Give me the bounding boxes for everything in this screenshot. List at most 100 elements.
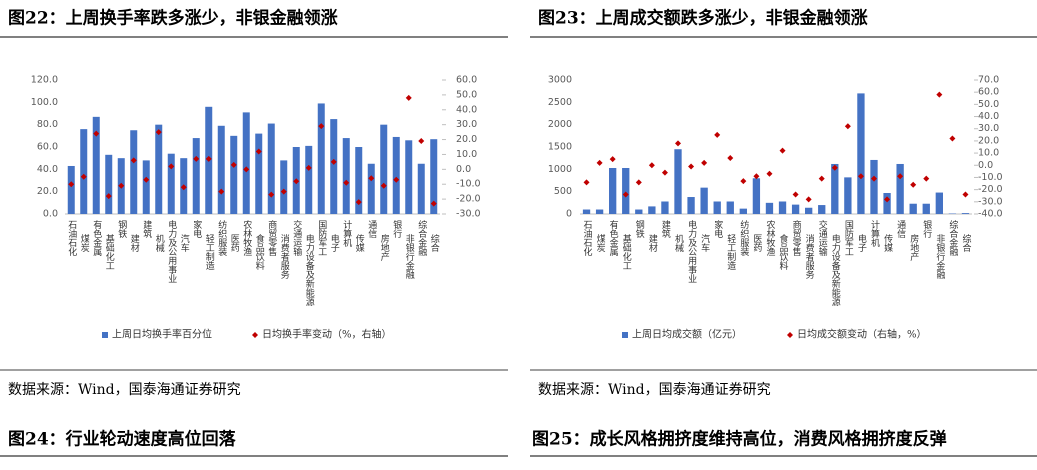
diamond-marker	[661, 169, 668, 176]
bar	[687, 197, 695, 214]
diamond-marker	[766, 170, 773, 177]
y-tick-label: 500	[554, 186, 572, 197]
bar	[883, 193, 891, 214]
x-tick-label: 煤炭	[595, 233, 606, 253]
bar	[582, 209, 591, 214]
diamond-marker	[871, 175, 877, 182]
x-tick-label: 家电	[191, 219, 202, 238]
diamond-marker	[268, 191, 275, 198]
diamond-marker	[897, 173, 904, 180]
bar	[922, 203, 930, 214]
x-tick-label: 消费者服务	[279, 233, 290, 280]
y-tick-label: 2500	[548, 97, 572, 108]
bar	[167, 153, 175, 214]
diamond-marker	[648, 162, 655, 169]
bar	[700, 187, 708, 214]
y2-tick-label: -20.0	[978, 184, 1003, 195]
bar	[367, 163, 375, 214]
x-tick-label: 电力设备及新能源	[830, 233, 841, 307]
x-tick-label: 计算机	[869, 219, 880, 248]
x-tick-label: 国防军工	[843, 220, 854, 256]
diamond-marker	[831, 164, 838, 171]
source: 数据来源：Wind，国泰海通证券研究	[8, 382, 241, 398]
bar	[896, 163, 904, 214]
bar	[831, 163, 839, 214]
diamond-marker	[343, 179, 350, 186]
diamond-marker	[155, 129, 162, 136]
x-tick-label: 综合	[960, 233, 971, 253]
bar	[255, 133, 263, 214]
y2-tick-label: 70.0	[978, 75, 999, 86]
caption: 图24：行业轮动速度高位回落	[8, 429, 237, 450]
bar	[405, 140, 413, 214]
x-tick-label: 综合金融	[947, 219, 958, 257]
chart-title: 图22：上周换手率跌多涨少，非银金融领涨	[8, 8, 338, 29]
y2-tick-label: 40.0	[456, 104, 477, 115]
y-tick-label: 120.0	[31, 75, 58, 86]
diamond-marker	[818, 175, 825, 182]
bar	[142, 160, 150, 214]
diamond-marker	[844, 123, 851, 130]
diamond-marker	[168, 163, 175, 170]
bar	[935, 192, 943, 214]
bar	[739, 208, 747, 214]
diamond-marker	[740, 178, 747, 185]
x-tick-label: 轻工制造	[725, 233, 736, 271]
x-tick-label: 房地产	[379, 233, 390, 262]
x-tick-label: 消费者服务	[804, 233, 815, 280]
x-tick-label: 家电	[712, 219, 723, 238]
x-tick-label: 银行	[391, 219, 402, 239]
x-tick-label: 石油石化	[582, 220, 593, 257]
diamond-marker	[318, 123, 325, 130]
bar	[392, 136, 400, 214]
x-tick-label: 通信	[895, 220, 906, 239]
bar	[92, 116, 100, 214]
y-tick-label: 3000	[548, 75, 572, 86]
x-tick-label: 综合金融	[416, 219, 427, 257]
bar	[342, 138, 350, 214]
x-tick-label: 机械	[154, 233, 165, 253]
diamond-marker	[910, 181, 917, 188]
bar	[622, 167, 630, 214]
x-tick-label: 医药	[229, 234, 240, 253]
y-tick-label: 1000	[548, 164, 572, 175]
diamond-marker	[355, 199, 362, 206]
bar	[661, 201, 669, 214]
diamond-marker	[936, 91, 943, 98]
diamond-marker	[418, 138, 425, 145]
diamond-marker	[80, 173, 87, 180]
diamond-marker	[293, 178, 300, 185]
x-tick-label: 纺织服装	[216, 219, 227, 257]
y2-tick-label: -10.0	[978, 172, 1003, 183]
y-tick-label: 0	[566, 209, 572, 220]
diamond-marker	[243, 166, 250, 173]
diamond-marker	[805, 196, 812, 203]
diamond-marker	[330, 158, 337, 165]
x-tick-label: 综合	[429, 233, 440, 253]
x-tick-label: 非银行金融	[404, 233, 415, 280]
diamond-marker	[923, 175, 930, 182]
x-tick-label: 食品饮料	[778, 233, 789, 271]
bar	[870, 159, 878, 214]
diamond-marker	[727, 154, 734, 161]
diamond-marker	[714, 131, 721, 138]
x-tick-label: 建材	[647, 233, 658, 252]
diamond-marker	[255, 148, 262, 155]
bar	[230, 135, 238, 214]
bar	[818, 205, 826, 214]
bar	[713, 201, 721, 214]
y-tick-label: 60.0	[37, 142, 58, 153]
diamond-marker	[857, 173, 864, 180]
x-tick-label: 电力及公用事业	[686, 219, 697, 283]
x-tick-label: 通信	[366, 220, 377, 239]
y-tick-label: 0.0	[43, 209, 58, 220]
diamond-marker	[675, 140, 681, 147]
bar	[726, 201, 734, 214]
y-tick-label: 20.0	[37, 186, 58, 197]
caption: 图25：成长风格拥挤度维持高位，消费风格拥挤度反弹	[532, 429, 947, 450]
x-tick-label: 基础化工	[104, 233, 115, 270]
x-tick-label: 银行	[921, 219, 932, 239]
diamond-marker	[205, 155, 212, 162]
diamond-marker	[368, 175, 375, 182]
